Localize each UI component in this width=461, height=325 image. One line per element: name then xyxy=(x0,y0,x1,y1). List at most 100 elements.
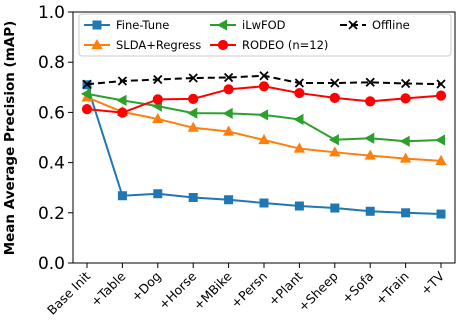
data-point xyxy=(435,90,447,101)
data-point xyxy=(259,71,269,81)
data-point xyxy=(348,20,358,30)
legend-item: Offline xyxy=(340,18,410,32)
data-point xyxy=(294,201,304,211)
x-ticks: Base Init+Table +Dog+Horse+MBike+Persn+Pl… xyxy=(44,263,447,318)
data-point-stroke xyxy=(436,79,446,89)
series-offline xyxy=(82,71,446,89)
data-point xyxy=(364,132,375,144)
data-point xyxy=(364,149,376,160)
data-point xyxy=(365,96,376,107)
data-point xyxy=(294,78,305,88)
data-point xyxy=(259,198,269,208)
data-point-stroke xyxy=(117,76,128,86)
data-point xyxy=(401,208,411,218)
y-tick-label: 0.4 xyxy=(38,154,65,174)
data-point xyxy=(436,79,446,89)
data-point xyxy=(258,133,270,145)
data-point xyxy=(217,39,229,51)
legend-label: Offline xyxy=(372,18,410,32)
data-point xyxy=(224,195,234,205)
x-tick-label: +Sofa xyxy=(339,269,377,307)
data-point-stroke xyxy=(259,71,269,81)
data-point xyxy=(222,107,233,120)
series-slda-regress xyxy=(81,91,447,165)
data-point-stroke xyxy=(153,74,163,85)
data-point xyxy=(399,152,412,163)
legend-item: Fine-Tune xyxy=(84,18,169,32)
x-tick-label: +Sheep xyxy=(295,268,341,314)
data-point xyxy=(365,77,375,87)
data-point xyxy=(187,121,199,132)
x-tick-label: +Persn xyxy=(228,269,270,311)
data-point-stroke xyxy=(365,77,375,87)
data-point xyxy=(81,104,93,115)
x-tick-label: +MBike xyxy=(190,268,235,313)
legend-item: iLwFOD xyxy=(210,18,286,32)
data-point-stroke xyxy=(188,73,198,83)
data-point xyxy=(436,209,446,219)
data-point xyxy=(294,87,305,99)
series-rodeo-n-12 xyxy=(81,81,447,118)
data-point xyxy=(80,88,92,100)
data-point xyxy=(257,109,269,121)
y-ticks: 0.0 0.2 0.4 0.6 0.8 1.0 xyxy=(38,3,73,274)
data-point xyxy=(293,142,306,153)
legend: Fine-Tune SLDA+Regress iLwFOD RODEO (n=12) O… xyxy=(78,13,452,57)
data-point xyxy=(222,125,235,136)
data-point xyxy=(82,79,92,89)
data-point xyxy=(329,146,341,157)
data-point xyxy=(293,113,304,126)
data-point xyxy=(153,189,163,199)
data-point xyxy=(188,192,198,202)
legend-item: SLDA+Regress xyxy=(84,38,201,52)
legend-label: SLDA+Regress xyxy=(116,38,201,52)
data-point-stroke xyxy=(223,72,234,83)
data-point xyxy=(187,107,198,119)
x-tick-label: +TV xyxy=(418,268,448,298)
data-point-stroke xyxy=(82,79,92,89)
series-fine-tune xyxy=(82,80,446,219)
y-tick-label: 1.0 xyxy=(38,3,65,23)
data-point xyxy=(188,93,199,104)
data-point xyxy=(153,74,163,85)
data-point-stroke xyxy=(348,20,358,30)
data-point xyxy=(434,134,446,146)
data-point xyxy=(117,107,128,118)
x-tick-label: +Train xyxy=(372,269,411,308)
legend-item: RODEO (n=12) xyxy=(210,38,328,52)
data-point xyxy=(216,19,228,31)
data-point xyxy=(117,191,127,201)
data-point xyxy=(365,206,375,216)
data-point xyxy=(399,135,410,147)
data-point xyxy=(152,94,163,105)
plot-series xyxy=(80,71,447,219)
legend-label: iLwFOD xyxy=(242,18,286,32)
data-point xyxy=(258,81,270,92)
data-point xyxy=(330,78,340,88)
y-tick-label: 0.2 xyxy=(38,204,65,224)
y-tick-label: 0.8 xyxy=(38,53,65,73)
x-tick-label: Base Init xyxy=(44,268,93,317)
data-point xyxy=(92,20,102,30)
data-point xyxy=(330,203,340,213)
y-axis-label: Mean Average Precision (mAP) xyxy=(2,21,18,256)
data-point-stroke xyxy=(400,78,411,89)
data-point xyxy=(435,154,447,165)
data-point xyxy=(116,94,127,107)
data-point xyxy=(400,93,411,104)
data-point xyxy=(91,38,103,50)
data-point-stroke xyxy=(294,78,305,88)
data-point xyxy=(223,72,234,83)
data-point xyxy=(223,84,234,95)
data-point xyxy=(400,78,411,89)
legend-label: Fine-Tune xyxy=(116,18,169,32)
legend-label: RODEO (n=12) xyxy=(242,38,328,52)
data-point xyxy=(188,73,198,83)
y-tick-label: 0.6 xyxy=(38,103,65,123)
data-point xyxy=(329,92,340,103)
data-point xyxy=(152,112,164,124)
x-tick-label: +Table xyxy=(88,268,129,309)
data-point-stroke xyxy=(330,78,340,88)
y-tick-label: 0.0 xyxy=(38,254,65,274)
